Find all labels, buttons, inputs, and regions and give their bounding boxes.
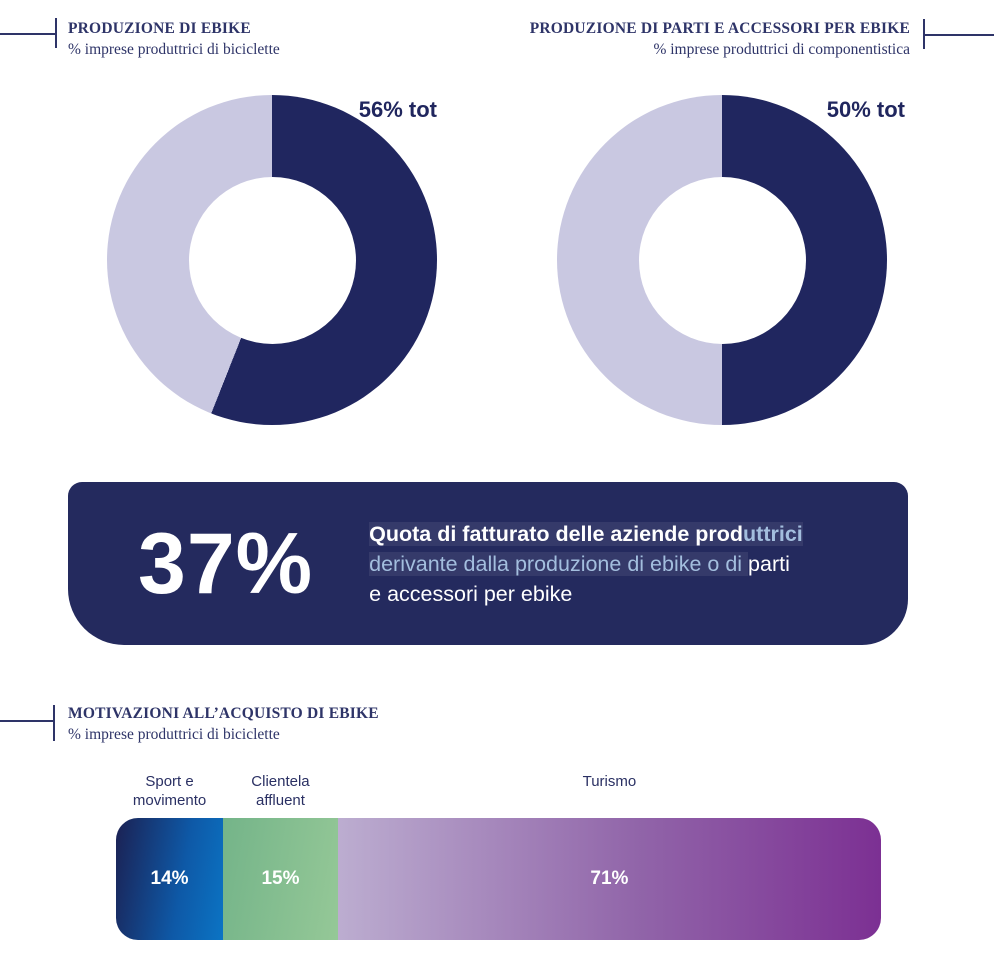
section-header-parts-production: PRODUZIONE DI PARTI E ACCESSORI PER EBIK… (530, 18, 910, 60)
callout-line-2: derivante dalla produzione di ebike o di… (369, 551, 790, 576)
donut-ring-ebike (107, 95, 437, 425)
bar-segment-clientela: 15% (223, 818, 338, 940)
corner-tick-left-bottom-line (0, 720, 53, 722)
section-header-motivations: MOTIVAZIONI ALL’ACQUISTO DI EBIKE % impr… (68, 703, 379, 745)
section-subtitle: % imprese produttrici di componentistica (653, 41, 910, 58)
donut-hole (188, 176, 356, 344)
bar-category-turismo: Turismo (582, 773, 637, 790)
corner-tick-right-top-line (923, 34, 994, 36)
section-title: PRODUZIONE DI PARTI E ACCESSORI PER EBIK… (529, 20, 910, 37)
bar-category-clientela: Clientela affluent (251, 773, 310, 809)
callout-line-1: Quota di fatturato delle aziende produtt… (369, 521, 803, 546)
corner-tick-left-bottom-bar (53, 705, 55, 741)
corner-tick-left-top-line (0, 33, 55, 35)
donut-total-label: 50% tot (826, 97, 905, 122)
section-title: PRODUZIONE DI EBIKE (68, 20, 251, 37)
corner-tick-left-top-bar (55, 18, 57, 48)
bar-value-label: 71% (590, 868, 629, 889)
section-title: MOTIVAZIONI ALL’ACQUISTO DI EBIKE (68, 705, 379, 722)
donut-chart-ebike: 56% tot (107, 95, 437, 425)
bar-value-label: 15% (261, 868, 300, 889)
callout-box: 37% Quota di fatturato delle aziende pro… (68, 482, 908, 645)
bar-value-label: 14% (150, 868, 189, 889)
section-subtitle: % imprese produttrici di biciclette (68, 726, 280, 743)
donut-hole (638, 176, 806, 344)
bar-segment-sport: 14% (116, 818, 224, 940)
bar-segment-turismo: 71% (337, 818, 881, 940)
corner-tick-right-top-bar (923, 19, 925, 49)
donut-chart-parts: 50% tot (557, 95, 905, 425)
donut-ring-parts (557, 95, 887, 425)
bar-category-sport: Sport e movimento (132, 773, 207, 809)
bar-category-labels: Sport e movimento Clientela affluent Tur… (116, 772, 881, 810)
section-header-ebike-production: PRODUZIONE DI EBIKE % imprese produttric… (68, 18, 280, 60)
callout-line-3: e accessori per ebike (369, 581, 573, 606)
donut-total-label: 56% tot (358, 97, 437, 122)
callout-stat: 37% (138, 515, 314, 612)
callout-text: Quota di fatturato delle aziende produtt… (369, 519, 803, 609)
stacked-bar-chart: 14% 15% 71% (116, 818, 881, 940)
section-subtitle: % imprese produttrici di biciclette (68, 41, 280, 58)
